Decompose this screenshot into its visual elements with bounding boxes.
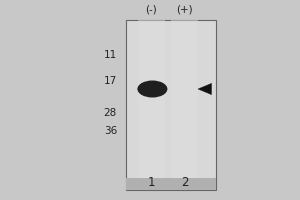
Bar bbox=[138, 20, 165, 178]
Polygon shape bbox=[198, 83, 211, 95]
Text: 1: 1 bbox=[148, 176, 155, 188]
Text: (+): (+) bbox=[176, 5, 193, 15]
Text: 2: 2 bbox=[181, 176, 188, 188]
Bar bbox=[171, 20, 198, 178]
Text: (-): (-) bbox=[146, 5, 158, 15]
Text: 17: 17 bbox=[104, 76, 117, 86]
Text: 36: 36 bbox=[104, 126, 117, 136]
Text: 28: 28 bbox=[104, 108, 117, 118]
Ellipse shape bbox=[137, 80, 167, 98]
Bar bbox=[126, 20, 216, 190]
Text: 11: 11 bbox=[104, 50, 117, 60]
Bar bbox=[126, 178, 216, 190]
